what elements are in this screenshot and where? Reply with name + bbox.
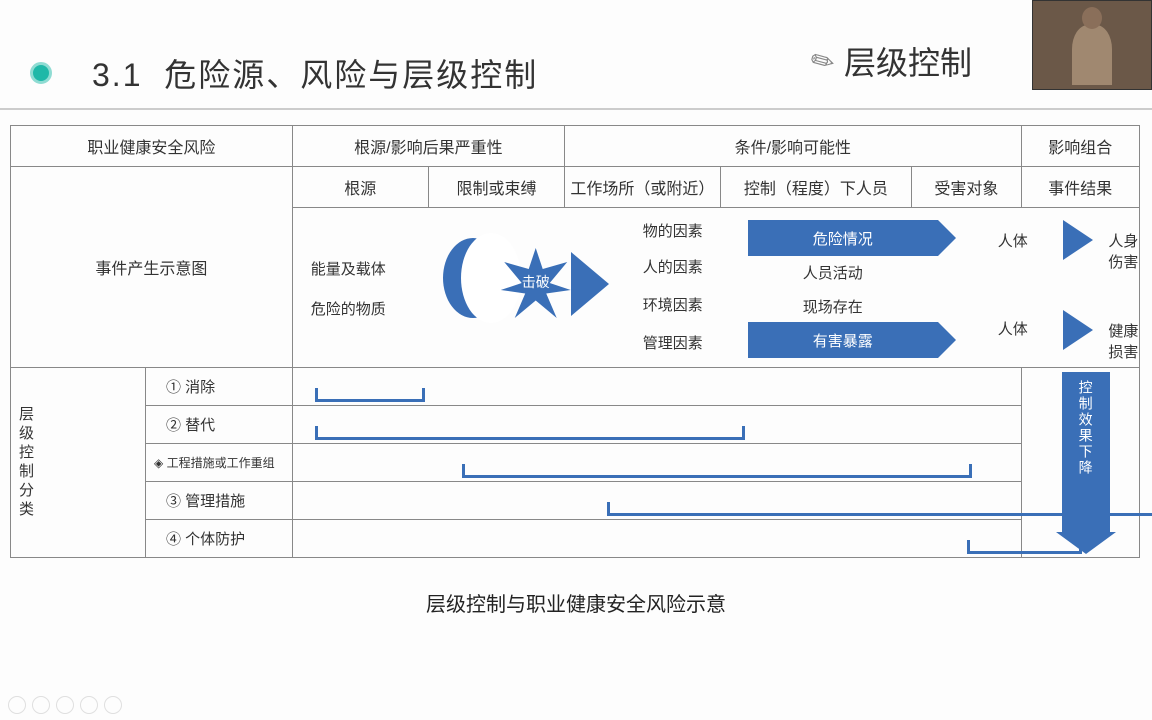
sub-victim: 受害对象 xyxy=(912,167,1021,208)
victim-1: 人体 xyxy=(998,230,1028,251)
factor-0: 物的因素 xyxy=(643,220,703,241)
personnel-activity: 人员活动 xyxy=(803,262,863,283)
bracket-cell-4 xyxy=(292,520,1021,558)
bracket-3 xyxy=(607,502,1152,516)
sub-source: 根源 xyxy=(292,167,428,208)
ctrl-row-1: ② 替代 xyxy=(11,406,1140,444)
webcam-thumbnail xyxy=(1032,0,1152,90)
row-label-hierarchy: 层级控制分类 xyxy=(11,368,146,558)
bullet-icon xyxy=(30,62,52,84)
arrow-hazard: 危险情况 xyxy=(748,220,938,256)
page-title: 3.1 危险源、风险与层级控制 xyxy=(92,50,538,96)
bracket-4 xyxy=(967,540,1082,554)
sub-restrict: 限制或束缚 xyxy=(428,167,564,208)
footer-icon[interactable] xyxy=(104,696,122,714)
main-table: 职业健康安全风险 根源/影响后果严重性 条件/影响可能性 影响组合 事件产生示意… xyxy=(10,125,1140,558)
ctrl-row-0: 层级控制分类 ① 消除 控制效果下降 xyxy=(11,368,1140,406)
section-number: 3.1 xyxy=(92,57,142,93)
title-text: 危险源、风险与层级控制 xyxy=(164,57,538,93)
diagram-cell: 能量及载体 危险的物质 击破 物的因素 人的因素 环境因素 管理因素 危险情况 … xyxy=(292,208,1139,368)
src-energy: 能量及载体 xyxy=(311,258,386,279)
result-2: 健康损害 xyxy=(1108,320,1139,362)
hdr-severity: 根源/影响后果严重性 xyxy=(292,126,564,167)
ctrl-row-4: ④ 个体防护 xyxy=(11,520,1140,558)
diagram-stage: 能量及载体 危险的物质 击破 物的因素 人的因素 环境因素 管理因素 危险情况 … xyxy=(293,208,1139,367)
factor-1: 人的因素 xyxy=(643,256,703,277)
site-presence: 现场存在 xyxy=(803,296,863,317)
burst-arrow-icon xyxy=(571,252,609,316)
footer-icon[interactable] xyxy=(56,696,74,714)
result-arrow-2-icon xyxy=(1063,310,1093,350)
ctrl-2: ◈ 工程措施或工作重组 xyxy=(146,444,293,482)
footer-icon[interactable] xyxy=(32,696,50,714)
ctrl-0: ① 消除 xyxy=(146,368,293,406)
hdr-combo: 影响组合 xyxy=(1021,126,1139,167)
victim-2: 人体 xyxy=(998,318,1028,339)
footer-icon[interactable] xyxy=(8,696,26,714)
bracket-0 xyxy=(315,388,425,402)
hdr-possibility: 条件/影响可能性 xyxy=(565,126,1022,167)
ctrl-4: ④ 个体防护 xyxy=(146,520,293,558)
effect-arrow-cell: 控制效果下降 xyxy=(1021,368,1139,558)
footer-icon[interactable] xyxy=(80,696,98,714)
sub-personnel: 控制（程度）下人员 xyxy=(720,167,911,208)
ctrl-3: ③ 管理措施 xyxy=(146,482,293,520)
footer-icons xyxy=(8,696,122,714)
arrow-exposure: 有害暴露 xyxy=(748,322,938,358)
bracket-cell-2 xyxy=(292,444,1021,482)
bracket-2 xyxy=(462,464,972,478)
factor-3: 管理因素 xyxy=(643,332,703,353)
bracket-cell-1 xyxy=(292,406,1021,444)
header-row-1: 职业健康安全风险 根源/影响后果严重性 条件/影响可能性 影响组合 xyxy=(11,126,1140,167)
caption: 层级控制与职业健康安全风险示意 xyxy=(0,588,1152,617)
bracket-cell-3 xyxy=(292,482,1021,520)
sub-workplace: 工作场所（或附近） xyxy=(565,167,721,208)
row-label-diagram: 事件产生示意图 xyxy=(11,167,293,368)
bracket-cell-0 xyxy=(292,368,1021,406)
crescent-shape xyxy=(443,238,503,318)
subtitle: 层级控制 xyxy=(844,38,972,84)
hdr-risk: 职业健康安全风险 xyxy=(11,126,293,167)
sub-result: 事件结果 xyxy=(1021,167,1139,208)
result-1: 人身伤害 xyxy=(1108,230,1139,272)
bracket-1 xyxy=(315,426,745,440)
header-row-2: 事件产生示意图 根源 限制或束缚 工作场所（或附近） 控制（程度）下人员 受害对… xyxy=(11,167,1140,208)
subtitle-group: ✎ 层级控制 xyxy=(811,38,972,84)
ctrl-row-2: ◈ 工程措施或工作重组 xyxy=(11,444,1140,482)
ctrl-row-3: ③ 管理措施 xyxy=(11,482,1140,520)
result-arrow-1-icon xyxy=(1063,220,1093,260)
factor-2: 环境因素 xyxy=(643,294,703,315)
src-hazmat: 危险的物质 xyxy=(311,298,386,319)
ctrl-1: ② 替代 xyxy=(146,406,293,444)
